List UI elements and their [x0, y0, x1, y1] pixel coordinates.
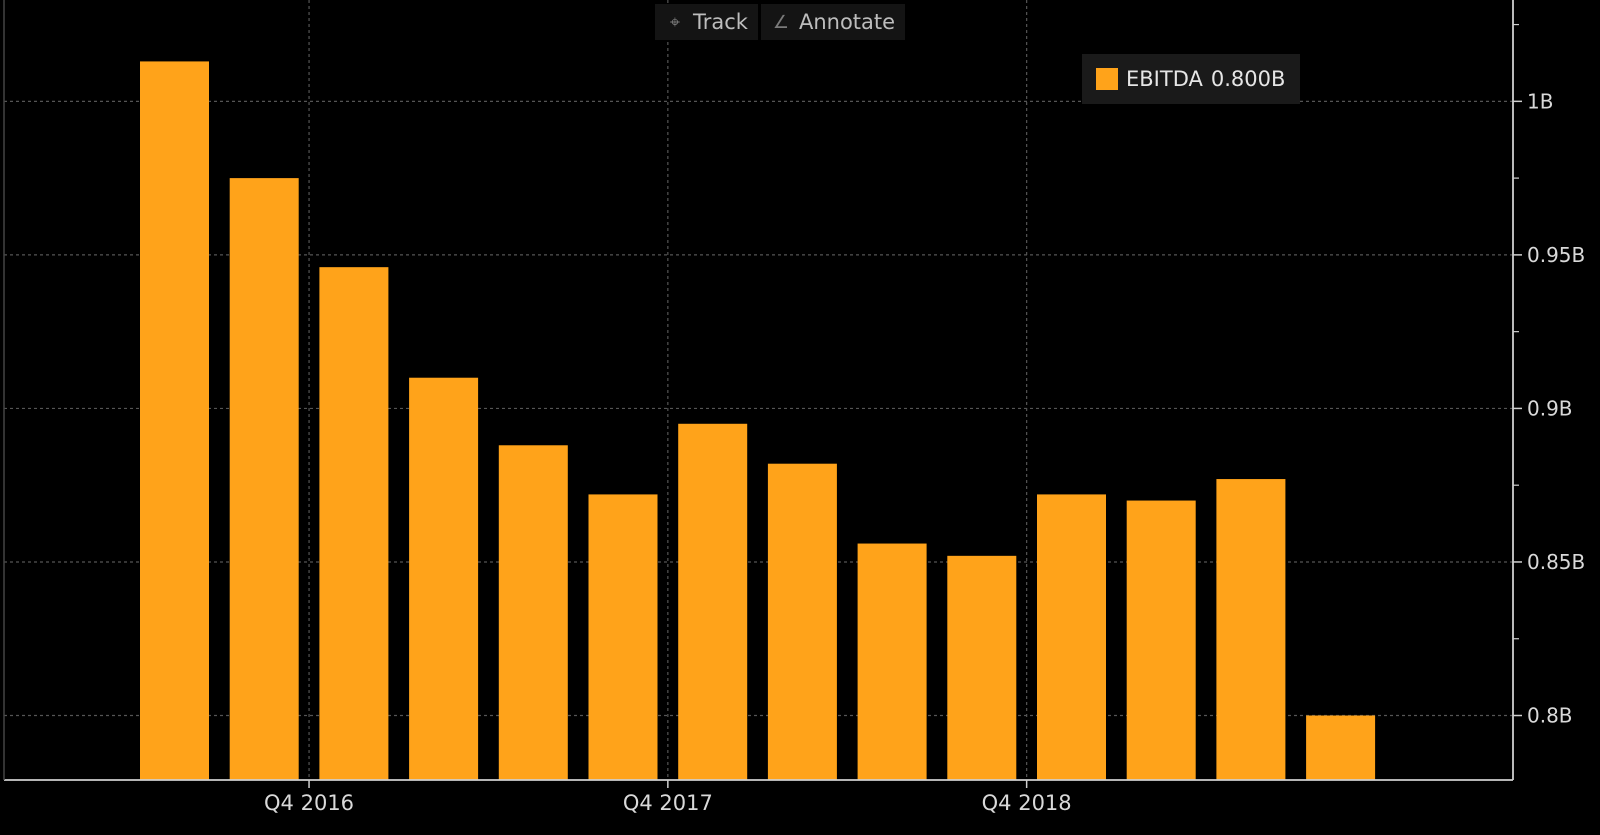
- legend[interactable]: EBITDA 0.800B: [1082, 54, 1300, 104]
- bar-ebitda-0[interactable]: [140, 61, 209, 781]
- crosshair-icon: ⌖: [669, 11, 681, 33]
- bars-layer: [140, 61, 1376, 781]
- bar-ebitda-12[interactable]: [1216, 479, 1286, 780]
- annotate-label: Annotate: [798, 10, 896, 34]
- pencil-icon: ∠: [772, 11, 790, 33]
- legend-series-name: EBITDA: [1126, 67, 1203, 91]
- track-label: Track: [693, 10, 748, 34]
- annotate-button[interactable]: ∠ Annotate: [760, 4, 906, 40]
- bar-ebitda-1[interactable]: [229, 178, 299, 780]
- track-button[interactable]: ⌖ Track: [655, 4, 758, 40]
- bar-ebitda-5[interactable]: [588, 494, 658, 780]
- bar-ebitda-4[interactable]: [498, 445, 568, 780]
- bar-ebitda-11[interactable]: [1126, 500, 1196, 780]
- bar-ebitda-2[interactable]: [319, 267, 389, 780]
- x-tick-label: Q4 2017: [623, 791, 713, 815]
- y-tick-label: 0.9B: [1527, 396, 1573, 420]
- y-tick-label: 1B: [1527, 89, 1553, 113]
- chart-toolbar: ⌖ Track ∠ Annotate: [655, 4, 906, 40]
- grid-layer: [4, 0, 1513, 780]
- bar-ebitda-9[interactable]: [947, 555, 1017, 780]
- axis-layer: 0.8B 0.85B 0.9B 0.95B 1B Q4 2016 Q4 2017 Q4 201…: [3, 0, 1585, 815]
- y-tick-label: 0.8B: [1527, 704, 1573, 728]
- y-tick-label: 0.95B: [1527, 243, 1585, 267]
- x-tick-label: Q4 2018: [982, 791, 1072, 815]
- bar-ebitda-8[interactable]: [857, 543, 927, 780]
- legend-last-value: 0.800B: [1210, 67, 1286, 91]
- bar-ebitda-10[interactable]: [1037, 494, 1106, 780]
- bar-ebitda-3[interactable]: [409, 377, 479, 780]
- legend-swatch: [1096, 68, 1118, 90]
- bar-ebitda-13[interactable]: [1306, 715, 1376, 780]
- bar-ebitda-6[interactable]: [678, 423, 748, 780]
- x-tick-label: Q4 2016: [264, 791, 354, 815]
- bar-ebitda-7[interactable]: [767, 463, 837, 780]
- y-tick-label: 0.85B: [1527, 550, 1585, 574]
